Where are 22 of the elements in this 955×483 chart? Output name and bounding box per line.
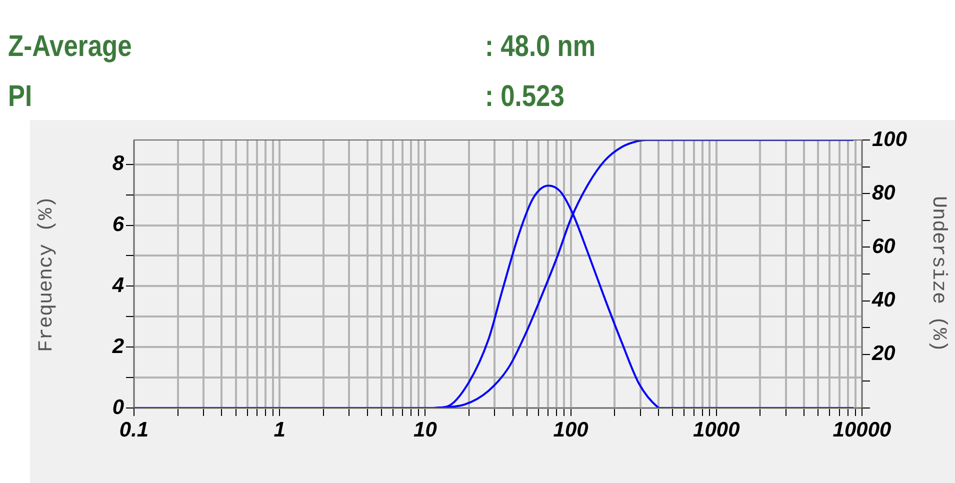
y2-tick-label: 100	[872, 128, 908, 151]
x-tick-label: 100	[553, 418, 589, 442]
y-tick-label: 8	[112, 152, 124, 176]
text: PI	[8, 80, 32, 115]
y2-axis-title: Undersize (%)	[926, 196, 950, 352]
x-tick-label: 0.1	[119, 418, 149, 442]
y2-tick-label: 60	[872, 234, 896, 258]
y-tick-label: 2	[111, 334, 124, 358]
x-tick-label: 1000	[693, 418, 740, 442]
x-tick-label: 1	[274, 418, 286, 442]
text: : 48.0 nm	[485, 30, 596, 65]
y2-tick-label: 80	[872, 181, 896, 204]
y-axis-title: Frequency (%)	[35, 196, 58, 352]
y-tick-label: 6	[112, 213, 124, 236]
text: : 0.523	[485, 80, 564, 115]
x-tick-label: 10	[414, 418, 438, 442]
x-tick-label: 10000	[832, 418, 892, 442]
y-tick-label: 4	[111, 274, 124, 297]
text: Z-Average	[8, 30, 132, 65]
y2-tick-label: 20	[871, 342, 896, 366]
y2-tick-label: 40	[871, 288, 896, 312]
y-tick-label: 0	[112, 396, 124, 419]
